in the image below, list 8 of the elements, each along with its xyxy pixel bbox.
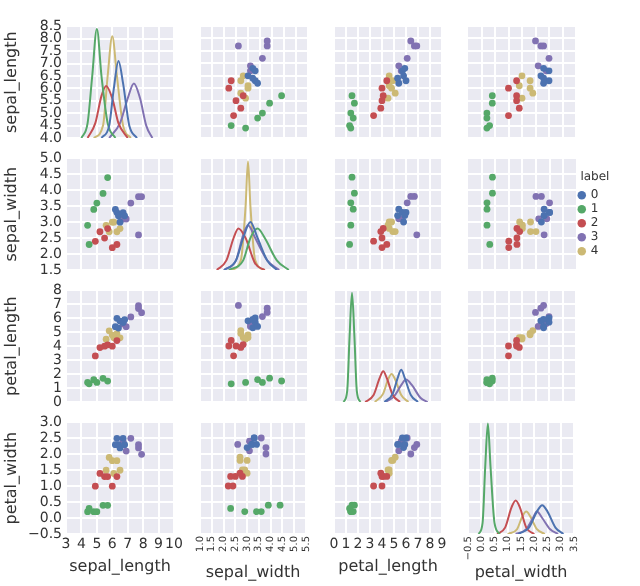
y-axis-title: sepal_length	[1, 31, 20, 133]
y-axis-title: petal_length	[1, 296, 20, 396]
x-axis-title: petal_width	[474, 562, 568, 581]
x-axis-title: petal_length	[338, 556, 438, 575]
y-axis-title: sepal_width	[1, 166, 20, 262]
x-axis-title: sepal_width	[205, 562, 301, 581]
y-axis-title: petal_width	[1, 431, 20, 525]
x-axis-title: sepal_length	[69, 556, 171, 575]
